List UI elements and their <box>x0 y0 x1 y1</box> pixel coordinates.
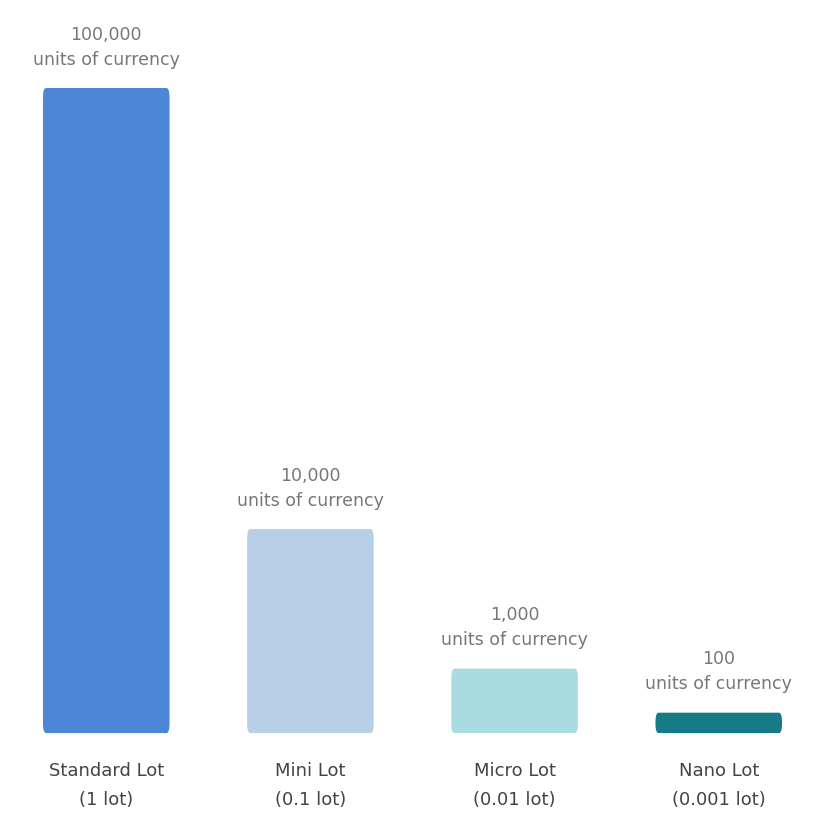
Text: 10,000
units of currency: 10,000 units of currency <box>237 467 384 510</box>
Text: 100,000
units of currency: 100,000 units of currency <box>33 26 180 68</box>
Text: (1 lot): (1 lot) <box>79 791 134 809</box>
FancyBboxPatch shape <box>655 713 782 733</box>
Text: (0.1 lot): (0.1 lot) <box>275 791 346 809</box>
Text: Standard Lot: Standard Lot <box>49 762 164 780</box>
Text: Micro Lot: Micro Lot <box>474 762 555 780</box>
Text: (0.01 lot): (0.01 lot) <box>474 791 556 809</box>
Text: Nano Lot: Nano Lot <box>678 762 759 780</box>
Text: 100
units of currency: 100 units of currency <box>645 651 792 693</box>
FancyBboxPatch shape <box>248 529 374 733</box>
FancyBboxPatch shape <box>43 88 170 733</box>
Text: (0.001 lot): (0.001 lot) <box>672 791 766 809</box>
FancyBboxPatch shape <box>451 669 578 733</box>
Text: 1,000
units of currency: 1,000 units of currency <box>441 606 588 649</box>
Text: Mini Lot: Mini Lot <box>276 762 346 780</box>
